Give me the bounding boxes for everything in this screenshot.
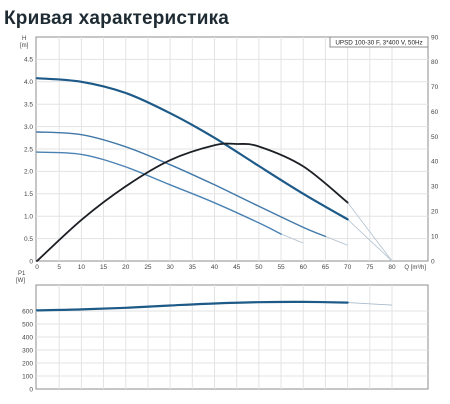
power-y-axis-unit: [W]: [16, 278, 25, 284]
y-right-tick-label: 0: [431, 258, 435, 265]
y-right-tick-label: 20: [431, 209, 439, 216]
x-tick-label: 45: [233, 264, 241, 271]
x-tick-label: 40: [211, 264, 219, 271]
x-tick-label: 10: [78, 264, 86, 271]
power-y-tick-label: 300: [22, 347, 33, 354]
y-left-tick-label: 4.0: [24, 79, 33, 86]
x-tick-label: 70: [344, 264, 352, 271]
x-tick-label: 50: [255, 264, 263, 271]
y-axis-label: H: [22, 36, 26, 42]
y-left-tick-label: 3.5: [24, 102, 33, 109]
x-tick-label: 60: [300, 264, 308, 271]
series-extension: [347, 202, 393, 262]
x-tick-label: 80: [388, 264, 396, 271]
x-tick-label: 25: [144, 264, 152, 271]
series-line: [35, 77, 349, 221]
y-right-tick-label: 10: [431, 233, 439, 240]
y-right-tick-label: 30: [431, 184, 439, 191]
info-box-text: UPSD 100-30 F, 3*400 V, 50Hz: [335, 40, 422, 47]
y-left-tick-label: 2.5: [24, 146, 33, 153]
y-left-tick-label: 1.5: [24, 191, 33, 198]
y-right-tick-label: 80: [431, 59, 439, 66]
y-axis-unit: [m]: [20, 43, 29, 49]
y-right-tick-label: 70: [431, 84, 439, 91]
y-left-tick-label: 2.0: [24, 169, 33, 176]
head-chart: 0 5 10 15 20 25 30 35 40 45 50 55 60 65 70 75 80 0 0.5 1.0 1…: [20, 34, 439, 271]
x-tick-label: 65: [322, 264, 330, 271]
x-tick-label: 0: [35, 264, 39, 271]
y-left-tick-label: 3.0: [24, 124, 33, 131]
series-line: [36, 131, 327, 238]
y-left-tick-label: 0: [29, 258, 33, 265]
y-left-tick-label: 1.0: [24, 214, 33, 221]
x-tick-label: 5: [57, 264, 61, 271]
y-right-tick-label: 90: [431, 34, 439, 41]
info-box: [329, 36, 429, 48]
power-y-tick-label: 200: [22, 360, 33, 367]
series-extension: [347, 218, 393, 262]
power-series-line: [35, 300, 349, 312]
x-tick-label: 35: [189, 264, 197, 271]
x-tick-label: 55: [277, 264, 285, 271]
series-extension: [325, 235, 348, 246]
y-right-tick-label: 50: [431, 134, 439, 141]
power-y-tick-label: 500: [22, 321, 33, 328]
x-tick-label: 15: [100, 264, 108, 271]
series-line: [36, 142, 349, 262]
power-y-axis-label: P1: [18, 271, 26, 277]
x-tick-label: 20: [122, 264, 130, 271]
power-series-extension: [347, 302, 393, 306]
power-y-tick-label: 100: [22, 373, 33, 380]
x-tick-label: 30: [167, 264, 175, 271]
series-line: [36, 151, 282, 235]
power-y-tick-label: 600: [22, 308, 33, 315]
power-y-tick-label: 0: [29, 386, 33, 393]
series-extension: [280, 233, 304, 244]
y-right-tick-label: 60: [431, 109, 439, 116]
y-left-tick-label: 4.5: [24, 57, 33, 64]
y-right-tick-label: 40: [431, 159, 439, 166]
y-left-tick-label: 0.5: [24, 236, 33, 243]
page-title: Кривая характеристика: [4, 8, 230, 29]
x-tick-label: 75: [366, 264, 374, 271]
x-axis-label: Q [m³/h]: [404, 265, 426, 271]
power-y-tick-label: 400: [22, 334, 33, 341]
power-chart: 0 100 200 300 400 500 600 P1[W]: [16, 271, 429, 393]
